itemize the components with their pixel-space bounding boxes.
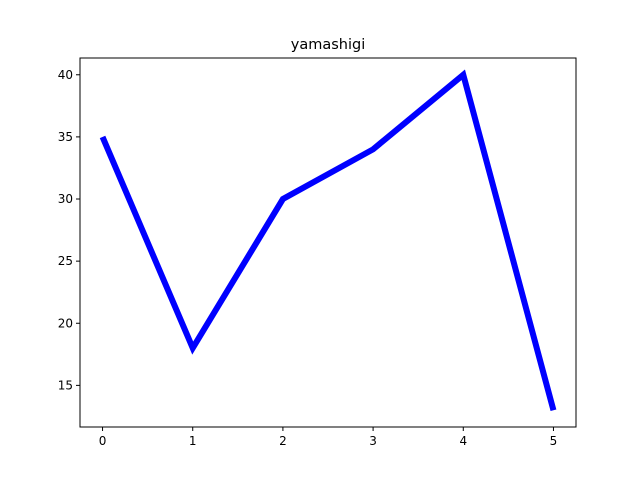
x-tick-label: 5	[550, 434, 558, 448]
y-tick-label: 40	[58, 68, 73, 82]
x-tick-label: 1	[189, 434, 197, 448]
chart-title: yamashigi	[291, 37, 365, 53]
plot-area: 0 1 2 3 4 5 15 20 25 30 35 40	[58, 68, 558, 448]
y-tick-label: 20	[58, 316, 73, 330]
series-line-0	[99, 69, 557, 412]
x-tick-label: 4	[459, 434, 467, 448]
y-tick-label: 35	[58, 130, 73, 144]
axes-frame	[79, 57, 577, 428]
y-tick-label: 15	[58, 378, 73, 392]
y-tick-label: 25	[58, 254, 73, 268]
x-tick-label: 2	[279, 434, 287, 448]
y-tick-label: 30	[58, 192, 73, 206]
x-tick-label: 0	[99, 434, 107, 448]
x-tick-label: 3	[369, 434, 377, 448]
